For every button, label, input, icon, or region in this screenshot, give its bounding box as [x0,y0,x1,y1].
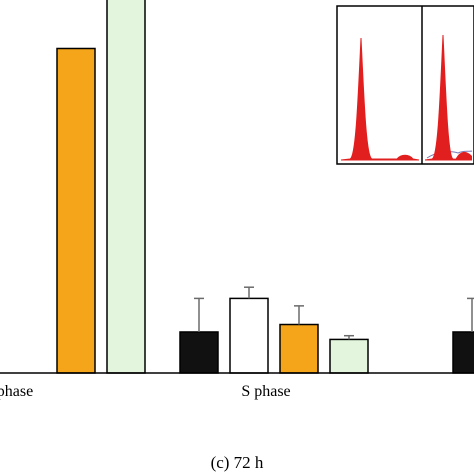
bar-s1-c1 [229,297,269,374]
bar-s0-c2 [452,331,474,374]
flow-cytometry-inset [336,5,474,165]
bar-s2-c1 [279,323,319,374]
bar-s0-c1 [179,331,219,374]
histogram-peak-right [424,34,473,161]
category-label-1: S phase [241,383,290,400]
bar-s3-c0 [106,0,146,374]
histogram-peak-left [340,37,420,161]
bar-s3-c1 [329,338,369,374]
bar-s2-c0 [56,47,96,374]
category-label-0: phase [0,383,33,400]
histogram-g2-bump [455,151,472,160]
chart-title: (c) 72 h [211,453,264,472]
bars-layer [56,0,474,374]
error-bars-layer [194,286,474,340]
